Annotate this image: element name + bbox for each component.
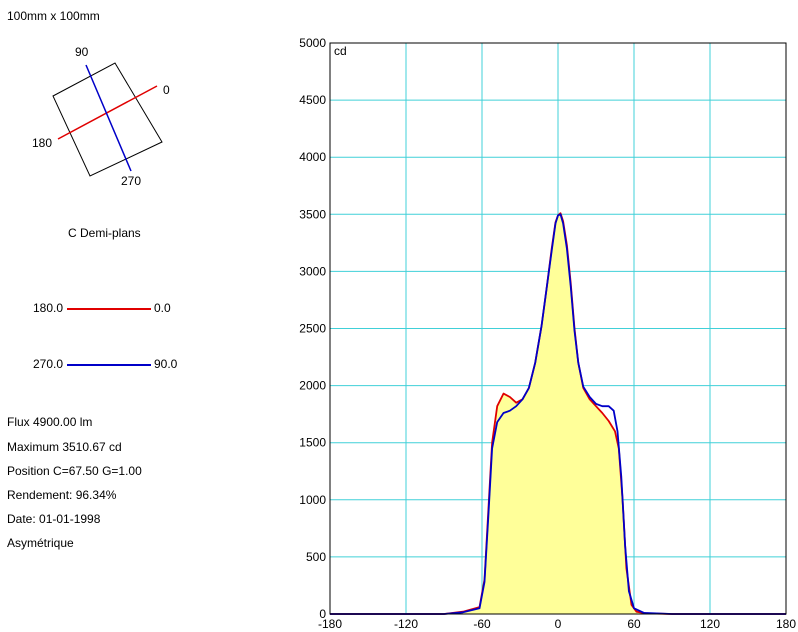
label-180: 180 (32, 136, 52, 150)
tick-labels: -180 -120 -60 0 60 120 180 0 500 1000 1500 2000 2500… (299, 36, 796, 631)
y-tick-label: 500 (306, 550, 326, 564)
flux-text: Flux 4900.00 lm (7, 415, 93, 429)
y-tick-label: 2500 (299, 322, 326, 336)
date-text: Date: 01-01-1998 (7, 512, 101, 526)
series-line-blue (330, 213, 786, 615)
y-tick-label: 3500 (299, 207, 326, 221)
y-tick-label: 1500 (299, 436, 326, 450)
x-tick-label: -120 (394, 617, 418, 631)
legend-line-blue (67, 364, 151, 366)
x-tick-label: 120 (700, 617, 720, 631)
c0-c180-line (57, 85, 158, 140)
maximum-text: Maximum 3510.67 cd (7, 440, 122, 454)
legend-left-label: 180.0 (33, 301, 64, 315)
size-label: 100mm x 100mm (7, 9, 100, 23)
x-tick-label: 60 (627, 617, 641, 631)
y-tick-label: 0 (319, 607, 326, 621)
symmetry-text: Asymétrique (7, 536, 74, 550)
fill-area (330, 213, 786, 614)
y-tick-label: 1000 (299, 493, 326, 507)
c90-c270-line (85, 64, 132, 172)
y-tick-label: 4000 (299, 150, 326, 164)
left-panel: 100mm x 100mm 90 0 180 270 C Demi-plans … (0, 0, 290, 632)
legend-right-label: 90.0 (154, 357, 178, 371)
intensity-chart: -180 -120 -60 0 60 120 180 0 500 1000 1500 2000 2500… (299, 36, 796, 631)
plot-frame (329, 42, 787, 615)
x-tick-label: -60 (473, 617, 491, 631)
legend-right-label: 0.0 (154, 301, 171, 315)
series (330, 212, 786, 615)
label-90: 90 (75, 45, 89, 59)
legend-left-label: 270.0 (33, 357, 64, 371)
y-tick-label: 4500 (299, 93, 326, 107)
label-270: 270 (121, 174, 141, 188)
rendement-text: Rendement: 96.34% (7, 488, 117, 502)
luminaire-outline (52, 62, 163, 177)
y-tick-label: 3000 (299, 264, 326, 278)
filled-area (330, 213, 786, 614)
c-planes-diagram: 90 0 180 270 (32, 45, 170, 188)
x-tick-label: -180 (318, 617, 342, 631)
label-0: 0 (163, 83, 170, 97)
y-tick-label: 5000 (299, 36, 326, 50)
position-text: Position C=67.50 G=1.00 (7, 464, 142, 478)
legend-line-red (67, 308, 151, 310)
unit-label: cd (334, 44, 347, 58)
y-tick-label: 2000 (299, 379, 326, 393)
diagram-caption: C Demi-plans (68, 226, 141, 240)
x-tick-label: 180 (776, 617, 796, 631)
x-tick-label: 0 (555, 617, 562, 631)
